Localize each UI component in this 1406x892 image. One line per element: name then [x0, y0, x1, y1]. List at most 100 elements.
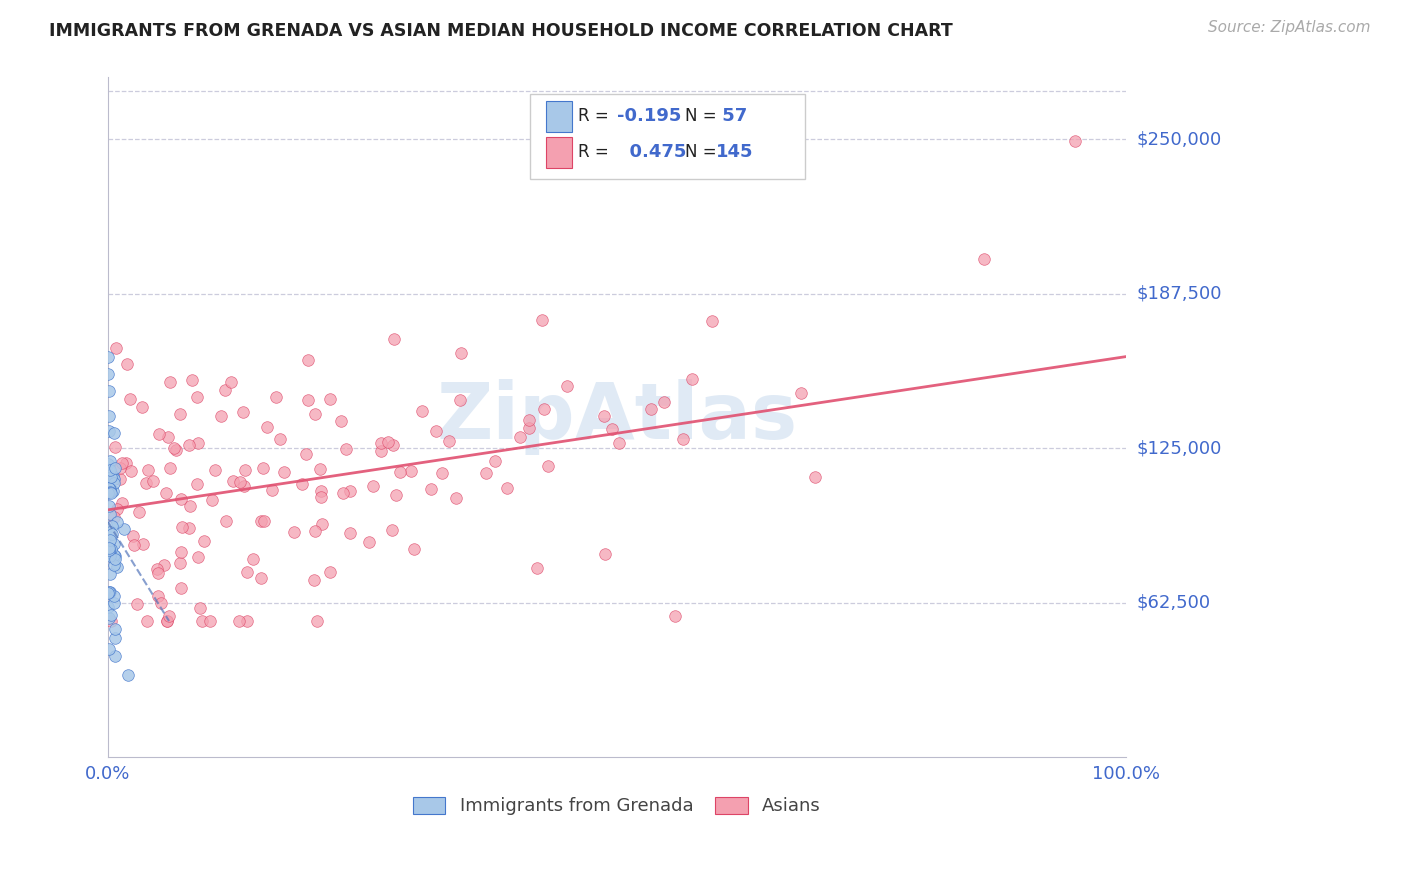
- Point: [165, 443, 187, 458]
- Point: [236, 565, 259, 579]
- Point: [233, 463, 256, 477]
- Point: [388, 465, 411, 479]
- Point: [332, 486, 354, 500]
- Point: [115, 357, 138, 371]
- Point: [98, 485, 121, 500]
- Point: [100, 614, 122, 628]
- Point: [170, 545, 193, 559]
- Point: [169, 407, 191, 421]
- Point: [163, 442, 186, 456]
- Point: [702, 314, 724, 328]
- Point: [290, 477, 312, 491]
- Point: [228, 614, 250, 628]
- Point: [100, 518, 122, 533]
- FancyBboxPatch shape: [546, 101, 572, 132]
- Point: [98, 567, 121, 582]
- Point: [382, 332, 405, 346]
- Point: [97, 599, 120, 614]
- Point: [118, 392, 141, 406]
- Point: [273, 465, 295, 479]
- Point: [159, 461, 181, 475]
- Text: -0.195: -0.195: [617, 107, 681, 126]
- Point: [146, 562, 169, 576]
- Point: [425, 424, 447, 438]
- Point: [319, 565, 342, 579]
- Point: [536, 458, 558, 473]
- Point: [103, 510, 125, 524]
- Point: [97, 541, 120, 556]
- Point: [98, 533, 121, 547]
- Point: [236, 614, 259, 628]
- Point: [305, 614, 328, 628]
- Point: [377, 435, 399, 450]
- Point: [339, 525, 361, 540]
- Point: [117, 668, 139, 682]
- Point: [339, 483, 361, 498]
- Point: [204, 463, 226, 477]
- Point: [495, 481, 517, 495]
- Point: [311, 517, 333, 532]
- Point: [304, 407, 326, 421]
- Text: Source: ZipAtlas.com: Source: ZipAtlas.com: [1208, 20, 1371, 35]
- Point: [115, 457, 138, 471]
- Point: [103, 558, 125, 572]
- Legend: Immigrants from Grenada, Asians: Immigrants from Grenada, Asians: [406, 789, 828, 822]
- Text: $187,500: $187,500: [1137, 285, 1222, 302]
- Text: R =: R =: [578, 107, 609, 126]
- Point: [104, 342, 127, 356]
- Point: [233, 479, 256, 493]
- Point: [531, 313, 554, 327]
- Point: [103, 590, 125, 604]
- Point: [640, 402, 662, 417]
- Point: [98, 548, 121, 562]
- Point: [103, 472, 125, 486]
- Point: [136, 463, 159, 477]
- Point: [361, 479, 384, 493]
- Point: [304, 524, 326, 538]
- Point: [101, 483, 124, 498]
- Point: [381, 438, 404, 452]
- Point: [169, 557, 191, 571]
- Point: [186, 477, 208, 491]
- Point: [222, 475, 245, 489]
- Point: [98, 507, 121, 521]
- Text: 0.475: 0.475: [617, 144, 686, 161]
- Point: [97, 384, 120, 399]
- Point: [110, 472, 132, 486]
- Point: [652, 394, 675, 409]
- Point: [672, 432, 695, 446]
- Point: [103, 548, 125, 562]
- Point: [159, 376, 181, 390]
- Point: [98, 462, 121, 476]
- Point: [104, 648, 127, 663]
- Point: [252, 461, 274, 475]
- Point: [101, 526, 124, 541]
- Point: [446, 491, 468, 505]
- Point: [215, 514, 238, 528]
- Point: [135, 476, 157, 491]
- Point: [97, 472, 120, 486]
- Text: N =: N =: [685, 107, 717, 126]
- Point: [181, 373, 204, 387]
- Point: [790, 386, 813, 401]
- Point: [146, 589, 169, 603]
- Point: [600, 421, 623, 435]
- Point: [100, 608, 122, 623]
- Text: R =: R =: [578, 144, 609, 161]
- Point: [97, 409, 120, 423]
- Point: [214, 384, 236, 398]
- Point: [309, 483, 332, 498]
- Point: [593, 409, 616, 423]
- Point: [104, 551, 127, 566]
- Point: [607, 436, 630, 450]
- Point: [449, 392, 471, 407]
- Point: [98, 642, 121, 657]
- Point: [104, 622, 127, 636]
- Point: [186, 390, 208, 404]
- Point: [475, 466, 498, 480]
- Point: [302, 573, 325, 587]
- Point: [100, 542, 122, 557]
- Point: [103, 596, 125, 610]
- Point: [98, 454, 121, 468]
- Point: [450, 345, 472, 359]
